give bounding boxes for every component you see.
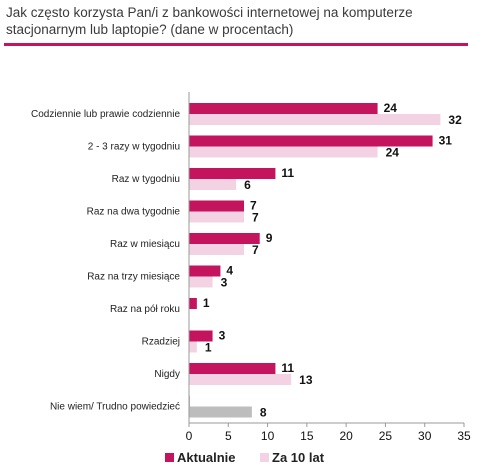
bar-za-10-lat	[189, 276, 213, 288]
legend-swatch-aktualnie	[165, 453, 174, 462]
bar-aktualnie	[189, 265, 221, 277]
bar-za-10-lat	[189, 341, 197, 353]
title-underline	[4, 43, 468, 46]
bar-za-10-lat	[189, 114, 441, 125]
bar-za-10-lat	[189, 406, 252, 418]
value-label-aktualnie: 1	[203, 296, 210, 310]
legend-label-aktualnie: Aktualnie	[177, 450, 236, 465]
x-tick-label: 35	[457, 429, 471, 443]
bar-aktualnie	[189, 298, 197, 309]
value-label-za-10-lat: 3	[221, 276, 228, 290]
category-label: Raz w tygodniu	[112, 174, 180, 185]
value-label-za-10-lat: 8	[260, 406, 267, 420]
chart-title: Jak często korzysta Pan/i z bankowości i…	[6, 5, 413, 37]
value-label-za-10-lat: 13	[299, 373, 313, 387]
bar-aktualnie	[189, 233, 260, 244]
value-label-za-10-lat: 32	[448, 113, 462, 127]
x-tick-label: 0	[186, 429, 193, 443]
bar-aktualnie	[189, 135, 433, 147]
value-label-za-10-lat: 1	[205, 341, 212, 355]
value-label-aktualnie: 11	[281, 361, 294, 375]
bar-aktualnie	[189, 363, 276, 374]
x-tick-label: 15	[300, 429, 314, 443]
bar-za-10-lat	[189, 374, 292, 385]
x-tick-label: 5	[225, 429, 232, 443]
value-label-aktualnie: 7	[250, 199, 257, 213]
category-label: Raz na trzy miesiące	[87, 272, 180, 283]
category-label: Codziennie lub prawie codziennie	[31, 109, 180, 120]
value-label-za-10-lat: 6	[244, 178, 251, 192]
value-label-aktualnie: 4	[226, 264, 233, 278]
x-tick-label: 30	[418, 429, 432, 443]
bar-aktualnie	[189, 168, 276, 179]
category-label: Nie wiem/ Trudno powiedzieć	[50, 402, 180, 413]
value-label-aktualnie: 31	[439, 134, 453, 148]
x-tick-label: 10	[261, 429, 275, 443]
bar-za-10-lat	[189, 146, 378, 158]
category-label: Raz na dwa tygodnie	[87, 207, 181, 218]
bar-za-10-lat	[189, 211, 244, 223]
category-label: Raz na pół roku	[110, 304, 180, 315]
bar-aktualnie	[189, 200, 244, 212]
category-label: Nigdy	[154, 369, 180, 380]
value-label-za-10-lat: 7	[252, 211, 259, 225]
value-label-aktualnie: 11	[281, 166, 294, 180]
bar-aktualnie	[189, 103, 378, 114]
value-label-za-10-lat: 24	[386, 146, 400, 160]
value-label-aktualnie: 9	[266, 231, 273, 245]
value-label-za-10-lat: 7	[252, 243, 259, 257]
value-label-aktualnie: 24	[384, 101, 398, 115]
bar-aktualnie	[189, 330, 213, 342]
category-label: 2 - 3 razy w tygodniu	[88, 142, 180, 153]
legend-swatch-za-10-lat	[260, 453, 269, 462]
x-tick-label: 20	[339, 429, 353, 443]
x-tick-label: 25	[379, 429, 393, 443]
value-label-aktualnie: 3	[219, 329, 226, 343]
category-label: Raz w miesiącu	[110, 239, 180, 250]
bar-za-10-lat	[189, 179, 237, 190]
bar-za-10-lat	[189, 244, 244, 255]
category-label: Rzadziej	[142, 337, 180, 348]
legend-label-za-10-lat: Za 10 lat	[272, 450, 325, 465]
